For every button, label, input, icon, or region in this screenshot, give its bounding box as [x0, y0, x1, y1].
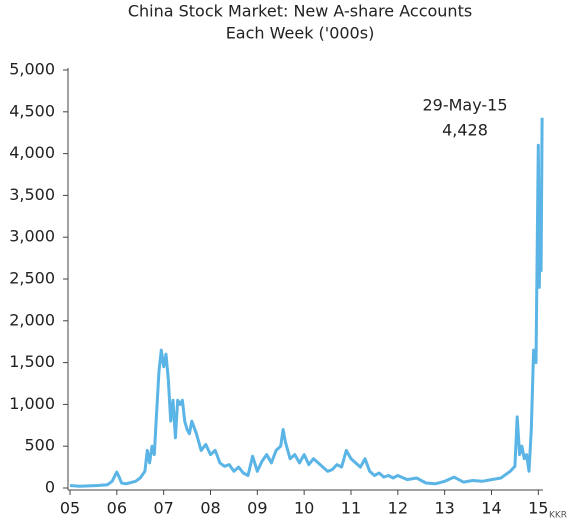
y-tick-label: 2,500 — [9, 269, 55, 288]
annotation: 4,428 — [442, 121, 488, 140]
y-tick-label: 3,000 — [9, 227, 55, 246]
chart-title: China Stock Market: New A-share Accounts — [128, 2, 472, 21]
x-tick-label: 13 — [434, 499, 454, 518]
y-tick-label: 5,000 — [9, 60, 55, 79]
x-tick-label: 07 — [153, 499, 173, 518]
annotation: 29-May-15 — [422, 96, 507, 115]
x-tick-label: 14 — [481, 499, 501, 518]
y-tick-label: 2,000 — [9, 310, 55, 329]
x-tick-label: 09 — [247, 499, 267, 518]
x-tick-label: 11 — [341, 499, 361, 518]
x-tick-label: 08 — [200, 499, 220, 518]
y-tick-label: 4,000 — [9, 143, 55, 162]
x-tick-label: 15 — [528, 499, 548, 518]
y-tick-label: 3,500 — [9, 185, 55, 204]
x-tick-label: 12 — [388, 499, 408, 518]
data-line — [69, 117, 544, 488]
y-tick-label: 1,500 — [9, 352, 55, 371]
y-tick-label: 1,000 — [9, 394, 55, 413]
y-tick-label: 500 — [24, 436, 55, 455]
y-tick-label: 0 — [45, 478, 55, 497]
y-tick-label: 4,500 — [9, 101, 55, 120]
x-tick-label: 10 — [294, 499, 314, 518]
x-tick-label: 06 — [107, 499, 127, 518]
x-tick-label: 05 — [60, 499, 80, 518]
source: KKR — [549, 511, 567, 521]
chart-title: Each Week ('000s) — [226, 24, 375, 43]
